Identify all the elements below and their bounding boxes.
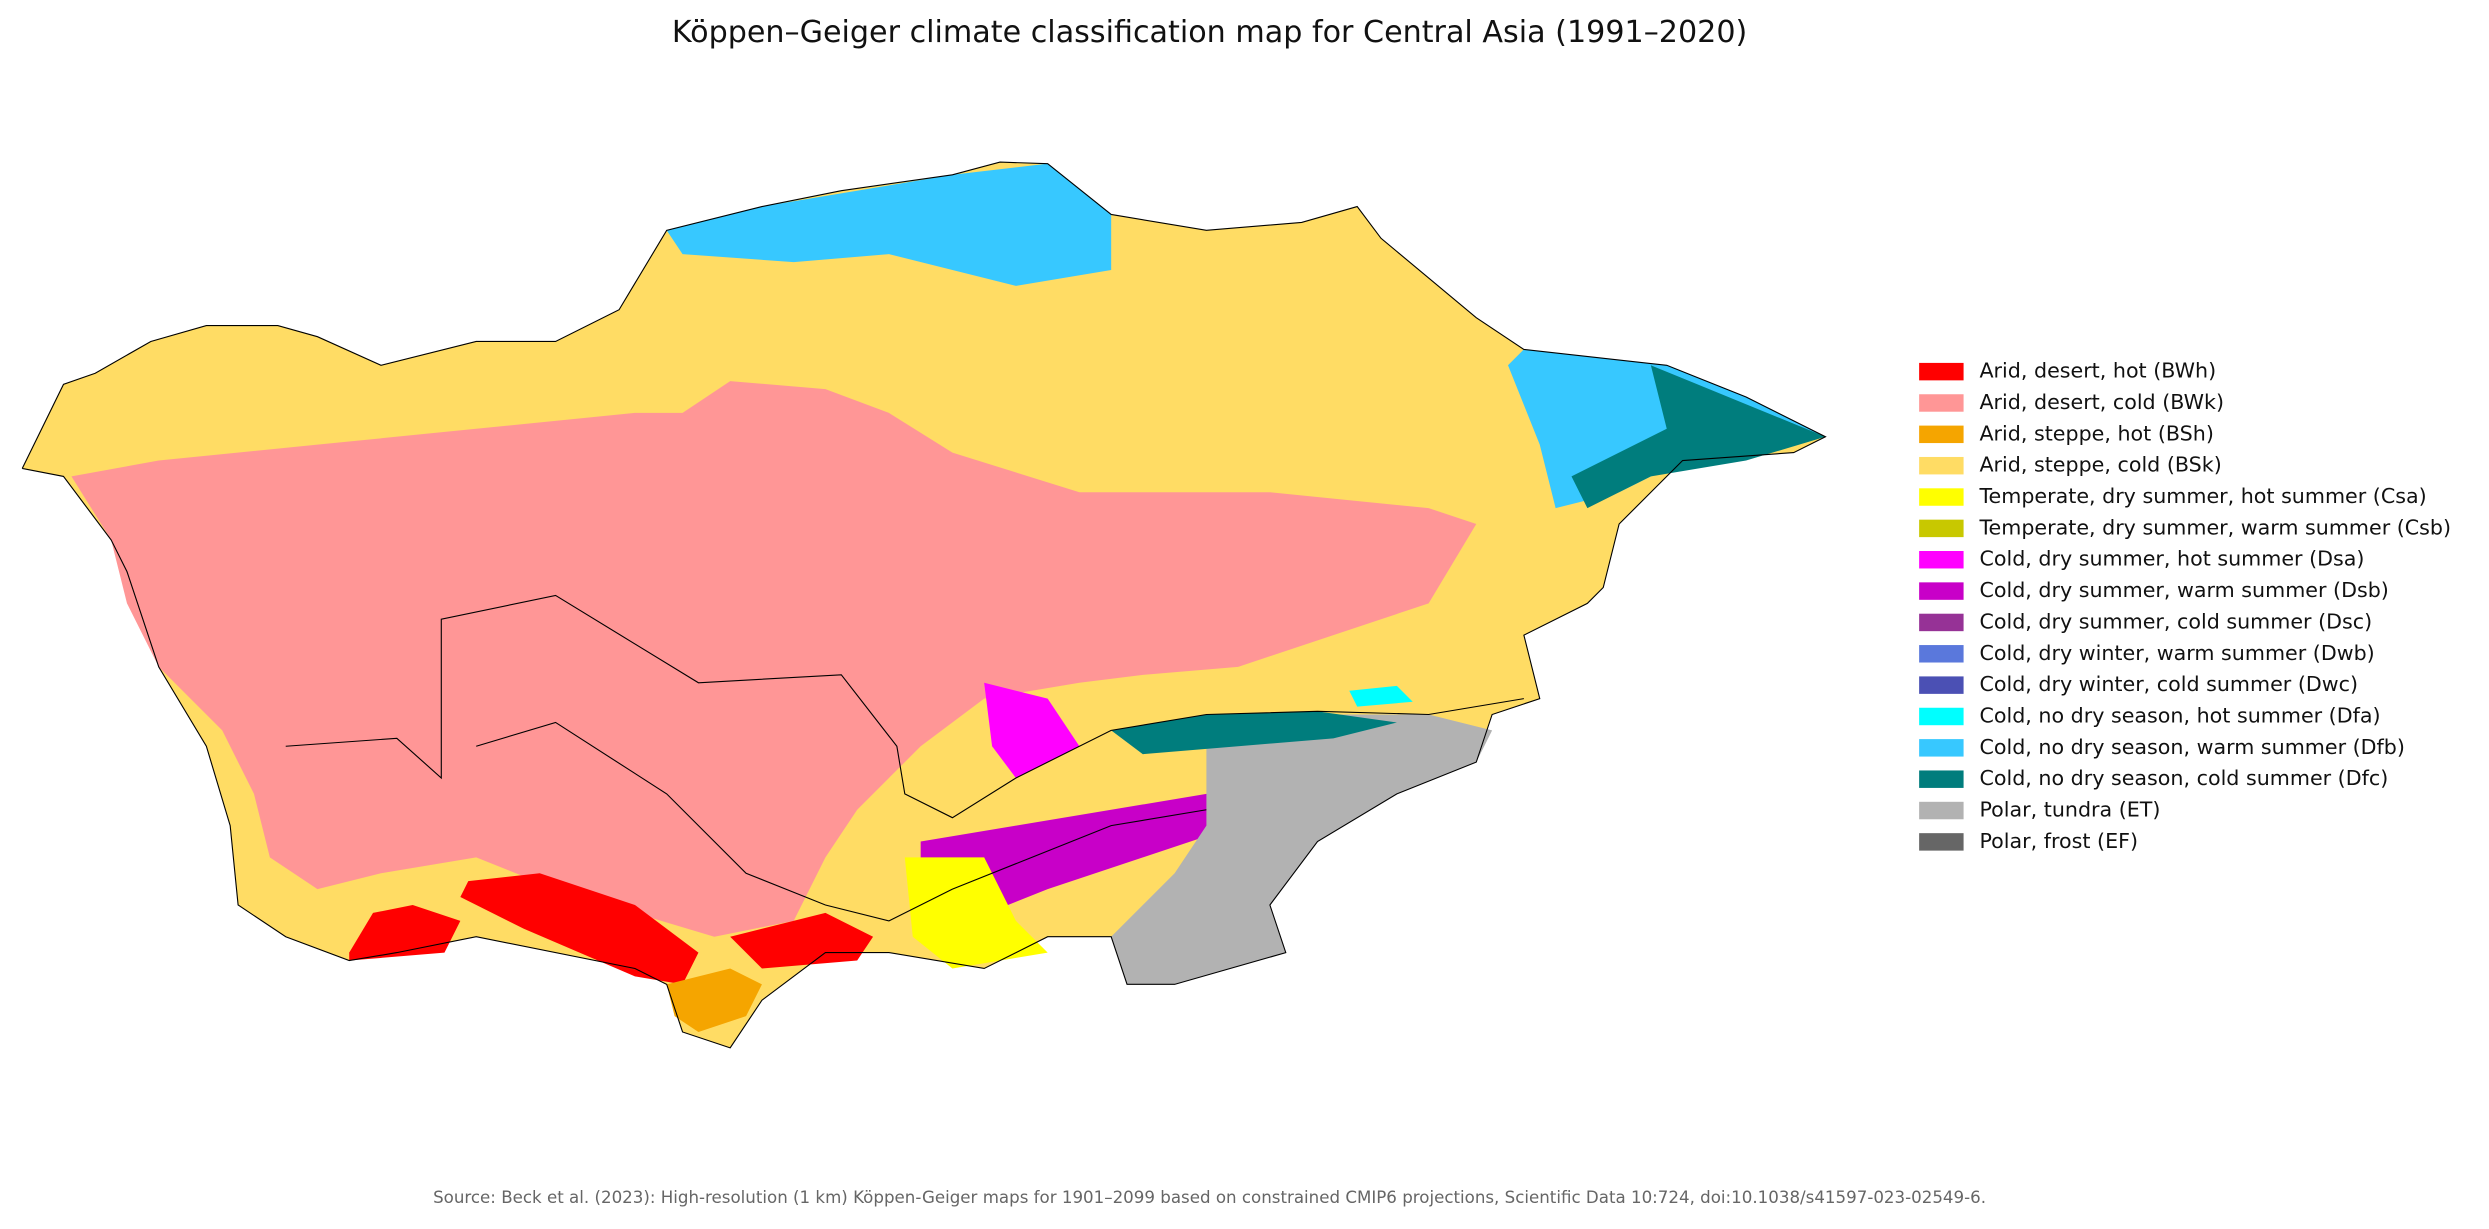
legend-swatch	[1919, 613, 1964, 632]
legend-swatch	[1919, 676, 1964, 694]
legend-swatch	[1919, 582, 1964, 600]
legend-swatch	[1919, 456, 1964, 475]
legend-label: Temperate, dry summer, warm summer (Csb)	[1978, 515, 2451, 539]
region-csa	[904, 857, 1048, 969]
legend-swatch	[1919, 551, 1964, 569]
legend-label: Cold, no dry season, cold summer (Dfc)	[1979, 766, 2388, 790]
legend-swatch	[1919, 801, 1964, 820]
legend-label: Cold, dry summer, hot summer (Dsa)	[1979, 547, 2364, 571]
region-bsh	[666, 968, 762, 1032]
legend-swatch	[1919, 645, 1964, 663]
legend-swatch	[1919, 707, 1964, 726]
legend-swatch	[1919, 833, 1964, 851]
region-dsa	[984, 682, 1080, 778]
legend: Arid, desert, hot (BWh) Arid, desert, col…	[1919, 359, 2451, 853]
legend-label: Cold, dry winter, cold summer (Dwc)	[1979, 672, 2358, 696]
legend-label: Cold, dry summer, warm summer (Dsb)	[1979, 578, 2388, 602]
region-dfc-tianshan	[1111, 711, 1397, 755]
legend-label: Arid, desert, cold (BWk)	[1979, 390, 2224, 414]
region-bwh	[460, 873, 699, 985]
legend-label: Arid, steppe, hot (BSh)	[1979, 421, 2213, 445]
country-border	[21, 161, 1827, 1049]
legend-label: Arid, desert, hot (BWh)	[1979, 359, 2216, 383]
region-dfc-east	[1571, 365, 1826, 509]
legend-label: Cold, dry summer, cold summer (Dsc)	[1979, 609, 2372, 633]
region-bwh	[349, 904, 461, 961]
source-note: Source: Beck et al. (2023): High-resolut…	[433, 1188, 1986, 1207]
legend-label: Cold, no dry season, hot summer (Dfa)	[1979, 703, 2380, 727]
legend-swatch	[1919, 770, 1964, 788]
map-title: Köppen–Geiger climate classification map…	[672, 15, 1747, 50]
legend-swatch	[1919, 488, 1964, 506]
legend-label: Cold, dry winter, warm summer (Dwb)	[1979, 641, 2374, 665]
legend-swatch	[1919, 394, 1964, 412]
legend-label: Temperate, dry summer, hot summer (Csa)	[1978, 484, 2426, 508]
legend-swatch	[1919, 739, 1964, 757]
country-border	[285, 594, 1524, 819]
legend-swatch	[1919, 362, 1964, 381]
map-regions	[22, 162, 1826, 1048]
region-bwh	[730, 912, 874, 969]
borders	[21, 161, 1827, 1049]
region-dfa	[1349, 685, 1413, 707]
legend-label: Arid, steppe, cold (BSk)	[1979, 453, 2221, 477]
legend-swatch	[1919, 519, 1964, 538]
region-et	[1111, 714, 1493, 985]
legend-label: Polar, frost (EF)	[1979, 829, 2138, 853]
legend-swatch	[1919, 425, 1964, 444]
legend-label: Polar, tundra (ET)	[1979, 798, 2160, 822]
region-dfb-north	[666, 163, 1112, 286]
legend-label: Cold, no dry season, warm summer (Dfb)	[1979, 735, 2404, 759]
region-bwk	[71, 381, 1477, 937]
country-border	[476, 721, 1207, 922]
